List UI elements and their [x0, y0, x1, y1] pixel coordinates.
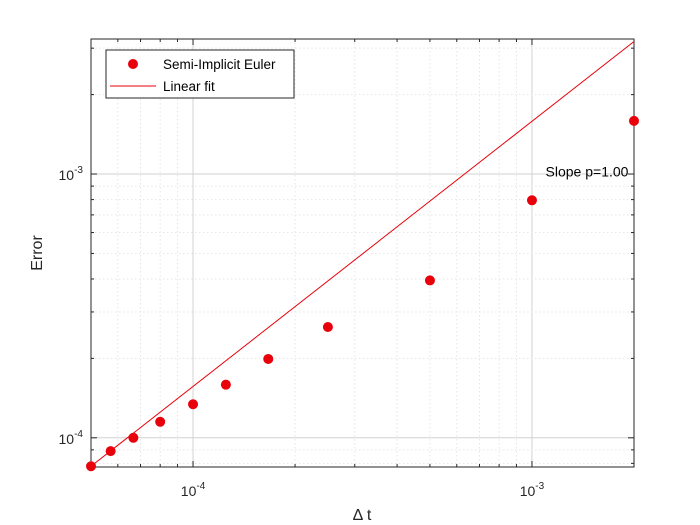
legend-label-linear-fit: Linear fit: [163, 79, 215, 94]
data-point: [424, 275, 435, 286]
annotations: Slope p=1.00: [546, 163, 629, 179]
legend-box: [105, 49, 295, 99]
legend: Semi-Implicit Euler Linear fit: [105, 49, 295, 99]
x-axis-label: Δ t: [353, 507, 372, 524]
data-point: [188, 399, 199, 410]
legend-label-semi-implicit-euler: Semi-Implicit Euler: [163, 57, 276, 72]
y-tick-label: 10-4: [59, 429, 84, 447]
data-point: [128, 432, 139, 443]
grid: [90, 39, 635, 467]
data-point: [105, 446, 116, 457]
slope-annotation: Slope p=1.00: [546, 163, 629, 179]
x-tick-label: 10-4: [181, 481, 206, 499]
series-layer: [86, 41, 639, 472]
y-tick-label: 10-3: [59, 165, 84, 183]
data-point: [526, 195, 537, 206]
y-tick-labels: 10-4 10-3: [59, 165, 84, 447]
linear-fit-line: [90, 41, 635, 467]
x-tick-labels: 10-4 10-3: [181, 481, 545, 499]
data-point: [322, 322, 333, 333]
data-point: [220, 379, 231, 390]
data-point: [263, 353, 274, 364]
data-point: [86, 461, 96, 472]
legend-marker-semi-implicit-euler: [128, 59, 138, 69]
data-point: [155, 416, 166, 427]
data-point: [629, 115, 639, 126]
y-axis-label: Error: [29, 235, 46, 271]
x-tick-label: 10-3: [520, 481, 545, 499]
